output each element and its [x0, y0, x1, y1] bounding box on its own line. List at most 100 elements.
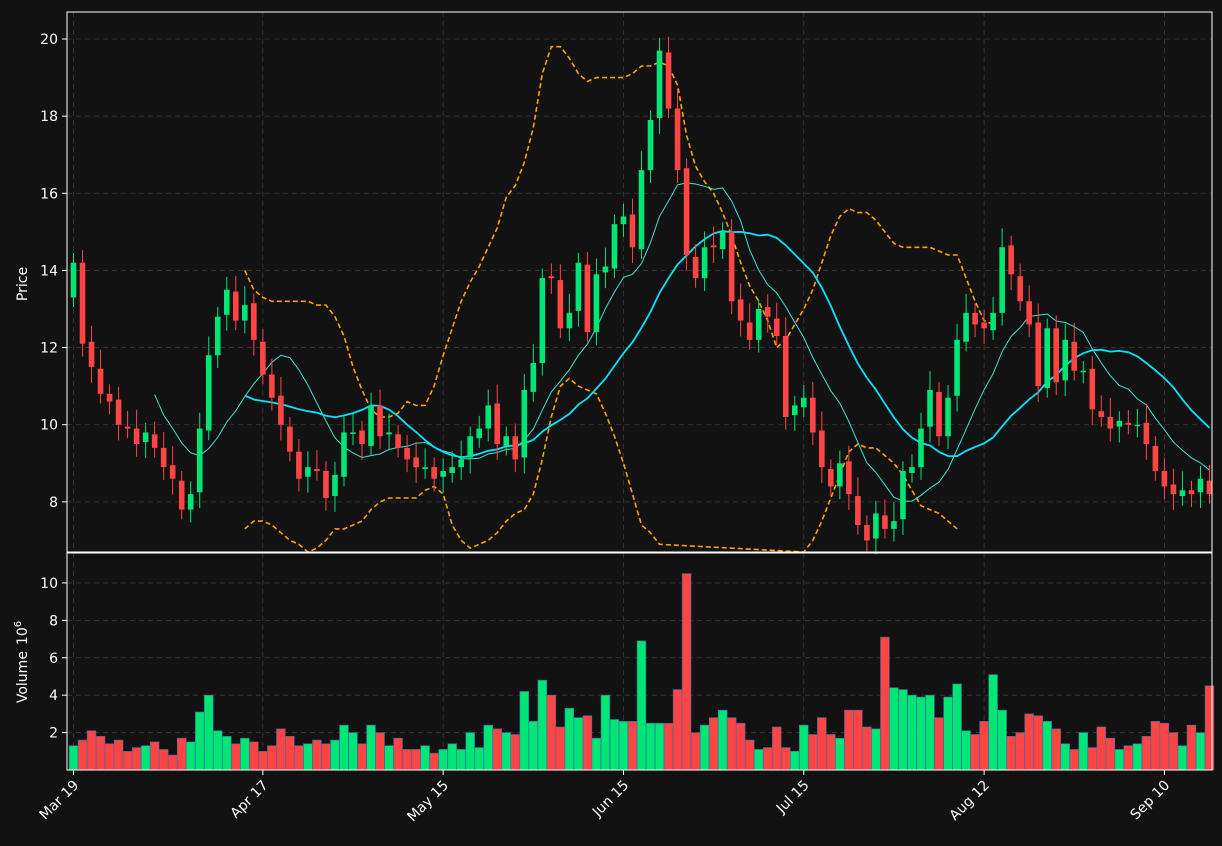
- candle-body: [115, 399, 122, 425]
- candle-body: [1188, 490, 1195, 495]
- candle-body: [692, 256, 699, 279]
- volume-bar: [294, 745, 304, 771]
- candle-body: [1170, 484, 1177, 495]
- volume-bar: [1069, 749, 1079, 771]
- candle-body: [710, 245, 717, 248]
- candle-body: [755, 309, 762, 340]
- candle-body: [395, 434, 401, 448]
- volume-bar: [781, 747, 791, 771]
- candle-body: [1098, 411, 1105, 417]
- volume-bar: [438, 749, 448, 771]
- candle-body: [990, 312, 996, 331]
- price-panel-frame: [66, 11, 1213, 553]
- volume-bar: [609, 719, 620, 771]
- volume-bar: [726, 717, 737, 771]
- candle-body: [548, 276, 555, 279]
- volume-bar: [555, 726, 566, 771]
- volume-panel-frame: [66, 552, 1213, 771]
- volume-bar: [880, 636, 890, 771]
- volume-bar: [420, 745, 430, 771]
- volume-bar: [285, 736, 295, 771]
- volume-axis-exponent: 6: [13, 621, 24, 627]
- volume-tick-label: 2: [49, 726, 58, 742]
- volume-bar: [1123, 745, 1134, 771]
- ma-fast-line: [154, 182, 1210, 502]
- volume-bar: [492, 728, 502, 771]
- volume-bar: [907, 694, 917, 771]
- candle-body: [972, 312, 978, 325]
- volume-tick-label: 8: [49, 613, 58, 629]
- candle-body: [800, 397, 807, 408]
- volume-bar: [519, 691, 530, 771]
- price-axis-label: Price: [15, 267, 31, 301]
- volume-bar: [591, 737, 602, 771]
- candle-body: [1152, 445, 1159, 471]
- volume-bar: [934, 717, 944, 771]
- candle-body: [981, 322, 987, 329]
- candle-body: [999, 247, 1005, 313]
- candle-body: [782, 336, 789, 417]
- candle-body: [584, 264, 591, 333]
- volume-bar: [213, 730, 223, 771]
- candle-body: [251, 303, 257, 340]
- volume-axis-label-text: Volume: [15, 651, 31, 703]
- price-tick-label: 16: [40, 186, 58, 202]
- candle-body: [593, 274, 600, 333]
- volume-bar: [1051, 728, 1061, 771]
- volume-bar: [330, 739, 340, 771]
- candle-body: [918, 428, 924, 468]
- candle-body: [1017, 276, 1023, 302]
- candle-body: [656, 50, 663, 119]
- volume-bar: [240, 737, 250, 771]
- price-tick-label: 18: [40, 109, 58, 125]
- volume-bar: [348, 732, 358, 771]
- candle-body: [557, 280, 564, 329]
- candle-body: [503, 436, 510, 446]
- volume-bar: [663, 722, 674, 771]
- bollinger-upper-line: [244, 45, 994, 418]
- candle-body: [936, 391, 942, 437]
- volume-axis-label: Volume 106: [13, 621, 31, 703]
- candle-body: [810, 397, 816, 433]
- volume-bar: [970, 734, 980, 771]
- volume-bar: [1042, 721, 1052, 771]
- volume-bar: [258, 750, 268, 771]
- volume-bar: [1150, 721, 1161, 771]
- volume-bar: [1024, 713, 1034, 771]
- candle-body: [746, 322, 753, 340]
- volume-bar: [303, 743, 313, 771]
- volume-bar: [95, 736, 106, 771]
- volume-bar: [672, 689, 683, 771]
- candle-body: [314, 469, 320, 471]
- candle-body: [97, 368, 104, 394]
- volume-bar: [312, 739, 322, 771]
- time-tick-label: Jul 15: [773, 778, 813, 818]
- candle-body: [1080, 370, 1087, 373]
- volume-bar: [1105, 737, 1116, 771]
- volume-bar: [772, 726, 782, 771]
- candle-body: [223, 289, 230, 315]
- volume-bar: [456, 749, 466, 771]
- volume-bar: [1132, 743, 1143, 771]
- candle-body: [269, 374, 275, 398]
- candle-body: [882, 515, 888, 529]
- candle-body: [773, 318, 780, 336]
- candle-body: [70, 262, 77, 298]
- volume-bar: [537, 679, 548, 771]
- volume-bar: [735, 722, 746, 771]
- candle-body: [178, 480, 185, 510]
- candle-body: [1134, 424, 1141, 427]
- volume-bar: [1168, 732, 1179, 771]
- volume-bar: [835, 737, 845, 771]
- candle-body: [1035, 322, 1041, 387]
- candle-body: [431, 467, 437, 479]
- candle-body: [485, 405, 492, 429]
- volume-bar: [104, 743, 115, 771]
- candle-body: [737, 299, 744, 321]
- volume-bar: [501, 732, 511, 771]
- volume-bar: [68, 745, 79, 771]
- candle-body: [133, 428, 140, 444]
- candle-body: [647, 120, 654, 171]
- candle-body: [891, 521, 897, 529]
